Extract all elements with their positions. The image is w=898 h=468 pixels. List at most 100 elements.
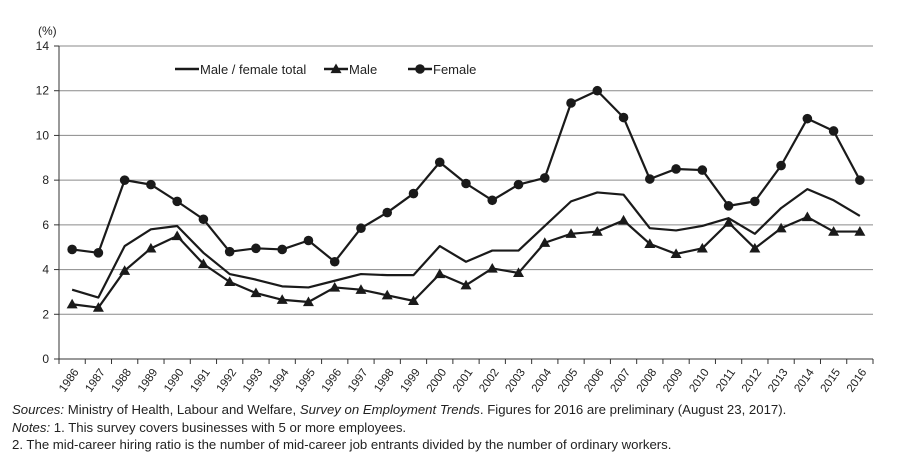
y-tick-label-4: 4 [42,263,49,277]
series-group [66,85,866,312]
data-point-2-1987 [93,248,104,258]
x-tick-label-2004: 2004 [530,366,555,394]
y-tick-label-8: 8 [42,173,49,187]
data-point-1-2008 [644,238,656,248]
legend-item-1: Male [324,62,377,77]
y-tick-label-10: 10 [36,128,50,142]
data-point-1-1992 [224,276,236,286]
data-point-1-2014 [801,211,813,222]
x-tick-label-2011: 2011 [714,367,738,394]
data-point-2-2013 [776,160,786,171]
data-point-1-2015 [828,226,840,236]
data-point-1-2005 [565,228,577,238]
data-point-1-1988 [119,265,131,275]
data-point-1-1989 [145,242,157,253]
data-point-2-1997 [356,223,366,234]
data-point-1-2001 [460,279,472,290]
data-point-2-2010 [697,165,708,175]
x-tick-label-2014: 2014 [792,366,817,394]
data-point-1-2002 [486,262,498,273]
y-tick-label-2: 2 [42,307,49,321]
data-point-2-2007 [618,112,629,123]
x-tick-label-1987: 1987 [83,367,108,395]
series-2 [67,85,865,267]
x-tick-label-2000: 2000 [425,367,450,395]
data-point-1-2013 [775,222,787,233]
x-tick-label-1988: 1988 [110,367,135,395]
sources-title: Survey on Employment Trends [299,402,480,417]
x-tick-label-1993: 1993 [241,367,266,395]
data-point-2-1986 [67,244,77,255]
data-point-2-2005 [566,98,576,108]
x-tick-label-2010: 2010 [687,367,712,395]
x-tick-label-1990: 1990 [162,367,187,395]
data-point-2-2008 [645,174,655,184]
x-tick-label-2013: 2013 [766,367,791,395]
data-point-2-1989 [146,179,156,190]
y-tick-labels: 0 2 4 6 8 10 12 14 [36,39,50,366]
x-tick-label-1992: 1992 [215,367,240,395]
data-point-1-2016 [854,226,866,236]
x-tick-label-1995: 1995 [293,367,318,395]
data-point-1-1997 [355,284,367,294]
x-tick-label-2003: 2003 [504,367,529,395]
data-point-2-1991 [198,214,209,225]
data-point-1-2012 [749,242,761,253]
x-tick-label-1991: 1991 [188,367,213,395]
sources-label: Sources: [12,402,65,417]
chart-notes: Sources: Ministry of Health, Labour and … [12,401,892,454]
data-point-1-2011 [723,217,735,227]
data-point-1-2004 [539,237,551,247]
grid-lines [59,45,873,315]
data-point-1-1987 [92,302,104,312]
note-2: 2. The mid-career hiring ratio is the nu… [12,437,672,452]
data-point-1-1996 [329,281,341,292]
data-point-2-1995 [303,235,314,246]
data-point-2-2016 [855,175,865,185]
data-point-2-2015 [828,126,839,136]
data-point-1-2009 [670,248,682,259]
notes-line-2: 2. The mid-career hiring ratio is the nu… [12,436,892,454]
data-point-2-2006 [592,85,603,96]
sources-line: Sources: Ministry of Health, Labour and … [12,401,892,419]
x-tick-label-1999: 1999 [398,367,423,395]
series-1 [66,211,866,312]
data-point-2-1993 [251,243,261,254]
x-tick-label-2012: 2012 [740,367,765,395]
notes-label: Notes: [12,419,51,435]
x-tick-label-2006: 2006 [582,367,607,395]
data-point-2-2004 [539,173,550,183]
x-tick-label-2009: 2009 [661,367,686,395]
data-point-2-2000 [434,157,445,168]
data-point-1-2010 [696,242,708,253]
x-tick-label-1998: 1998 [372,367,397,395]
data-point-2-1988 [119,175,130,185]
legend-label-2: Female [433,62,476,77]
y-tick-label-0: 0 [42,352,49,366]
y-axis-label: (%) [38,24,57,38]
data-point-2-1996 [329,256,340,267]
data-point-2-1998 [382,207,393,218]
x-tick-labels: 1986 1987 1988 1989 1990 1991 1992 1993 1994 1995… [57,366,869,394]
data-point-1-2006 [591,226,603,236]
data-point-1-2003 [513,267,525,278]
legend-label-1: Male [349,62,377,77]
data-point-1-1993 [250,287,262,298]
legend-label-0: Male / female total [200,62,306,77]
x-tick-label-1994: 1994 [267,366,292,394]
axes [54,45,874,364]
y-tick-label-12: 12 [36,84,50,98]
data-point-2-2003 [513,179,524,190]
legend-item-2: Female [408,62,476,77]
x-tick-label-2015: 2015 [819,367,844,395]
data-point-1-1990 [171,230,183,241]
data-point-1-1998 [381,289,393,300]
data-point-1-1991 [197,258,209,269]
data-point-1-1999 [407,295,419,305]
data-point-2-1992 [224,246,235,257]
x-tick-label-2001: 2001 [451,367,476,395]
legend-item-0: Male / female total [175,62,306,77]
legend: Male / female total Male Female [175,62,476,77]
y-tick-label-14: 14 [36,39,50,53]
line-chart: (%) 0 2 4 6 8 10 12 14 1986 1987 1988 1989 1990 1991… [36,24,874,395]
